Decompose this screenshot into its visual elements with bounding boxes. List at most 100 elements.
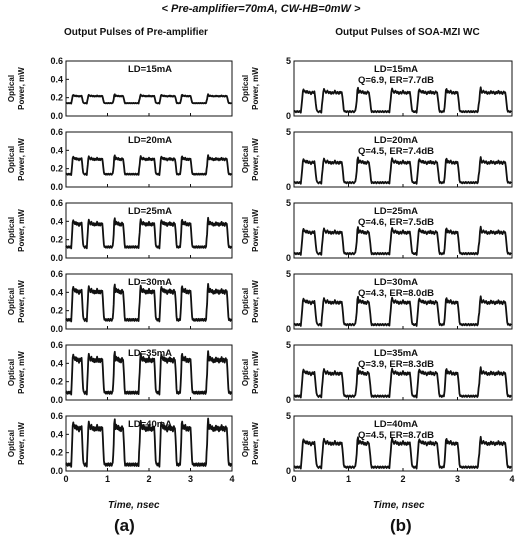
y-tick-label: 0.0 bbox=[50, 111, 63, 121]
y-axis-label: OpticalPower, mW bbox=[241, 209, 260, 252]
waveform-line bbox=[293, 86, 512, 114]
y-axis-label-line1: Optical bbox=[241, 430, 250, 457]
y-axis-label-line1: Optical bbox=[7, 146, 16, 173]
y-axis-label-line1: Optical bbox=[7, 430, 16, 457]
y-axis-label-line2: Power, mW bbox=[17, 67, 26, 110]
y-tick-label: 5 bbox=[286, 269, 291, 279]
y-axis-label: OpticalPower, mW bbox=[241, 280, 260, 323]
y-tick-label: 0 bbox=[286, 182, 291, 192]
y-tick-label: 0.4 bbox=[50, 287, 63, 297]
waveform-line bbox=[65, 154, 233, 177]
waveform-line bbox=[293, 225, 512, 256]
y-axis-label-line2: Power, mW bbox=[17, 280, 26, 323]
waveform-line bbox=[65, 417, 233, 468]
y-tick-label: 0 bbox=[286, 253, 291, 263]
panel-label: LD=20mA bbox=[374, 135, 418, 146]
x-tick-label: 0 bbox=[63, 474, 68, 484]
y-axis-label-line1: Optical bbox=[7, 359, 16, 386]
y-tick-label: 0.0 bbox=[50, 466, 63, 476]
y-tick-label: 0.4 bbox=[50, 145, 63, 155]
y-axis-label: OpticalPower, mW bbox=[7, 422, 26, 465]
panel-metrics: Q=3.9, ER=8.3dB bbox=[358, 359, 434, 370]
panel-tag-b: (b) bbox=[390, 516, 412, 535]
figure-title: < Pre-amplifier=70mA, CW-HB=0mW > bbox=[161, 3, 361, 15]
panel-a-2: 0.0 0.2 0.4 0.6 OpticalPower, mW LD=20mA bbox=[7, 127, 233, 192]
y-tick-label: 0.4 bbox=[50, 74, 63, 84]
y-tick-label: 0.2 bbox=[50, 448, 63, 458]
x-tick-label: 0 bbox=[291, 474, 296, 484]
y-tick-label: 0.6 bbox=[50, 56, 63, 66]
x-tick-label: 1 bbox=[346, 474, 351, 484]
y-axis-label-line2: Power, mW bbox=[17, 138, 26, 181]
y-tick-label: 5 bbox=[286, 198, 291, 208]
panel-label: LD=40mA bbox=[374, 419, 418, 430]
y-tick-label: 5 bbox=[286, 411, 291, 421]
panel-label: LD=30mA bbox=[374, 277, 418, 288]
panel-label: LD=40mA bbox=[128, 419, 172, 430]
column-a-title: Output Pulses of Pre-amplifier bbox=[64, 27, 208, 38]
y-tick-label: 0.0 bbox=[50, 253, 63, 263]
y-axis-label-line2: Power, mW bbox=[17, 422, 26, 465]
y-axis-label: OpticalPower, mW bbox=[241, 351, 260, 394]
x-tick-label: 2 bbox=[400, 474, 405, 484]
y-axis-label: OpticalPower, mW bbox=[7, 67, 26, 110]
y-axis-label: OpticalPower, mW bbox=[241, 67, 260, 110]
y-tick-label: 0.6 bbox=[50, 127, 63, 137]
y-axis-label-line2: Power, mW bbox=[251, 138, 260, 181]
y-axis-label-line1: Optical bbox=[241, 217, 250, 244]
y-axis-label: OpticalPower, mW bbox=[241, 422, 260, 465]
waveform-line bbox=[65, 93, 232, 105]
waveform-line bbox=[293, 435, 512, 470]
y-axis-label: OpticalPower, mW bbox=[7, 138, 26, 181]
y-tick-label: 0.4 bbox=[50, 358, 63, 368]
waveform-line bbox=[65, 216, 233, 250]
column-b-xlabel: Time, nsec bbox=[373, 500, 425, 511]
column-b-title: Output Pulses of SOA-MZI WC bbox=[335, 27, 480, 38]
y-axis-label-line1: Optical bbox=[7, 288, 16, 315]
panel-a-6: 0.0 0.2 0.4 0.6 0 1 2 3 4 OpticalPower, mW LD=40mA bbox=[7, 411, 235, 484]
panel-a-3: 0.0 0.2 0.4 0.6 OpticalPower, mW LD=25mA bbox=[7, 198, 233, 263]
y-tick-label: 0.4 bbox=[50, 216, 63, 226]
x-tick-label: 1 bbox=[105, 474, 110, 484]
panel-label: LD=25mA bbox=[128, 206, 172, 217]
y-tick-label: 0 bbox=[286, 395, 291, 405]
waveform-line bbox=[293, 366, 512, 399]
panel-a-1: 0.0 0.2 0.4 0.6 OpticalPower, mW LD=15mA bbox=[7, 56, 233, 121]
y-tick-label: 5 bbox=[286, 56, 291, 66]
panel-metrics: Q=6.9, ER=7.7dB bbox=[358, 75, 434, 86]
y-tick-label: 0.6 bbox=[50, 340, 63, 350]
y-axis-label: OpticalPower, mW bbox=[7, 209, 26, 252]
y-tick-label: 0.6 bbox=[50, 411, 63, 421]
y-tick-label: 0 bbox=[286, 111, 291, 121]
y-axis-label: OpticalPower, mW bbox=[7, 280, 26, 323]
waveform-line bbox=[65, 350, 233, 396]
x-tick-label: 4 bbox=[229, 474, 234, 484]
y-axis-label: OpticalPower, mW bbox=[241, 138, 260, 181]
panel-label: LD=15mA bbox=[374, 64, 418, 75]
y-axis-label-line2: Power, mW bbox=[251, 67, 260, 110]
y-axis-label-line2: Power, mW bbox=[251, 209, 260, 252]
y-axis-label-line1: Optical bbox=[7, 75, 16, 102]
y-axis-label-line2: Power, mW bbox=[17, 209, 26, 252]
y-axis-label-line2: Power, mW bbox=[251, 351, 260, 394]
y-axis-label-line2: Power, mW bbox=[251, 422, 260, 465]
column-a-xlabel: Time, nsec bbox=[108, 500, 160, 511]
y-axis-label-line1: Optical bbox=[7, 217, 16, 244]
panel-label: LD=25mA bbox=[374, 206, 418, 217]
x-tick-label: 3 bbox=[188, 474, 193, 484]
waveform-line bbox=[293, 156, 512, 185]
x-tick-label: 2 bbox=[146, 474, 151, 484]
panel-label: LD=30mA bbox=[128, 277, 172, 288]
y-tick-label: 0.2 bbox=[50, 164, 63, 174]
y-axis-label-line1: Optical bbox=[241, 359, 250, 386]
y-tick-label: 0.0 bbox=[50, 395, 63, 405]
y-tick-label: 0 bbox=[286, 466, 291, 476]
y-tick-label: 5 bbox=[286, 340, 291, 350]
panel-metrics: Q=4.5, ER=8.7dB bbox=[358, 430, 434, 441]
y-axis-label-line1: Optical bbox=[241, 146, 250, 173]
